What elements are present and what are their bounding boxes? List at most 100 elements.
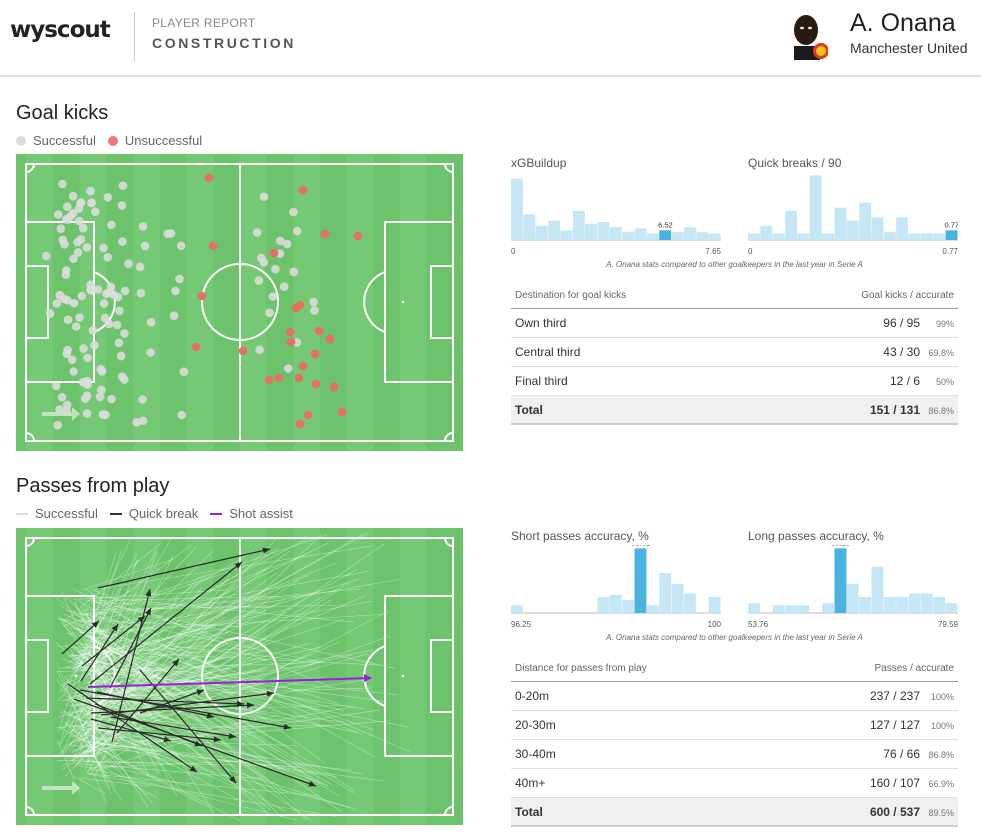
arrow-head-icon <box>172 659 179 667</box>
successful-pass-line <box>57 670 111 789</box>
corner-arc <box>25 163 35 173</box>
header-divider <box>134 12 135 62</box>
quick-break-line-icon <box>109 512 122 515</box>
successful-kick-dot <box>135 262 145 272</box>
successful-kick-dot <box>80 394 90 403</box>
hist-bar <box>809 175 822 240</box>
center-circle <box>201 637 279 715</box>
successful-pass-line <box>88 551 157 747</box>
successful-pass-line <box>85 641 341 752</box>
successful-kick-dot <box>73 248 83 257</box>
corner-arc <box>25 806 35 816</box>
successful-pass-line <box>67 678 115 744</box>
arrow-head-icon <box>283 723 291 730</box>
successful-pass-line <box>69 627 195 654</box>
quick-breaks-histogram: 0.77 0 0.77 <box>748 175 958 256</box>
unsuccessful-kick-dot <box>285 327 295 337</box>
hist-bar <box>883 596 896 613</box>
successful-pass-line <box>83 650 373 700</box>
hist-bar <box>920 593 933 613</box>
corner-arc <box>25 432 35 442</box>
hist-bar <box>822 603 834 613</box>
successful-pass-line <box>87 618 307 821</box>
successful-kick-dot <box>86 286 96 295</box>
shot-assist-line <box>87 677 372 688</box>
successful-pass-line <box>94 679 366 724</box>
successful-pass-line <box>77 600 142 636</box>
successful-pass-line <box>69 744 306 769</box>
hist-bar <box>822 233 834 240</box>
successful-pass-line <box>85 548 279 670</box>
hist-bar <box>609 227 622 240</box>
successful-pass-line <box>58 580 141 693</box>
goal-kicks-legend: Successful Unsuccessful <box>16 133 214 148</box>
arrow-head-icon <box>213 736 221 743</box>
right-penalty-arc <box>363 271 386 333</box>
successful-pass-line <box>73 556 174 761</box>
successful-pass-line <box>83 595 354 623</box>
quick-break-line <box>73 698 317 787</box>
successful-kick-dot <box>166 229 176 238</box>
successful-kick-dot <box>292 226 302 236</box>
successful-pass-line <box>72 724 107 804</box>
successful-pass-line <box>85 698 115 739</box>
legend-unsuccessful: Unsuccessful <box>107 133 202 148</box>
successful-pass-line <box>75 649 246 711</box>
successful-pass-line <box>60 575 308 687</box>
unsuccessful-kick-dot <box>314 326 324 336</box>
successful-pass-line <box>71 686 184 724</box>
successful-kick-dot <box>179 367 189 376</box>
hist-bar <box>846 583 859 613</box>
successful-kick-dot <box>102 289 111 298</box>
successful-pass-line <box>89 562 337 661</box>
successful-pass-line <box>57 662 324 672</box>
goal-kicks-pitch <box>16 154 463 451</box>
successful-pass-line <box>63 618 339 704</box>
hist-bar <box>797 233 810 240</box>
quick-break-line <box>97 548 271 589</box>
successful-kick-dot <box>75 313 84 322</box>
unsuccessful-kick-dot <box>274 373 284 383</box>
successful-pass-line <box>81 610 282 818</box>
successful-pass-line <box>75 736 139 740</box>
successful-kick-dot <box>103 193 113 202</box>
unsuccessful-kick-dot <box>286 337 296 347</box>
successful-pass-line <box>68 624 355 794</box>
successful-pass-line <box>91 679 357 733</box>
successful-pass-line <box>77 616 130 759</box>
successful-kick-dot <box>140 241 150 251</box>
successful-pass-line <box>65 610 319 662</box>
player-team: Manchester United <box>850 40 968 56</box>
successful-pass-line <box>59 550 122 745</box>
corner-arc <box>25 537 35 547</box>
successful-pass-line <box>86 741 337 777</box>
successful-pass-line <box>60 711 162 751</box>
hist-value-label: 6.52 <box>658 220 673 229</box>
successful-pass-line <box>74 632 228 667</box>
quick-break-line <box>61 620 100 655</box>
successful-kick-dot <box>310 306 319 315</box>
successful-kick-dot <box>265 308 274 318</box>
successful-pass-line <box>85 742 146 795</box>
table-total-row: Total 600 / 537 89.5% <box>511 798 958 827</box>
direction-arrow-icon <box>42 407 80 421</box>
successful-pass-line <box>73 695 153 719</box>
successful-line-icon <box>16 512 28 515</box>
successful-pass-line <box>64 676 149 808</box>
successful-pass-line <box>69 577 242 738</box>
unsuccessful-kick-dot <box>320 229 330 239</box>
successful-kick-dot <box>68 209 78 218</box>
report-label: PLAYER REPORT <box>152 16 256 30</box>
unsuccessful-kick-dot <box>310 349 320 359</box>
hist-bar <box>548 220 560 240</box>
successful-kick-dot <box>96 364 106 374</box>
successful-pass-line <box>82 540 131 636</box>
hist-bar <box>511 605 523 613</box>
arrow-head-icon <box>206 712 214 719</box>
successful-kick-dot <box>58 179 67 189</box>
successful-kick-dot <box>42 251 51 261</box>
successful-pass-line <box>60 591 150 778</box>
successful-pass-line <box>71 653 368 737</box>
pitch-stripe <box>132 154 160 451</box>
hist-value-label: 0.77 <box>944 220 958 229</box>
